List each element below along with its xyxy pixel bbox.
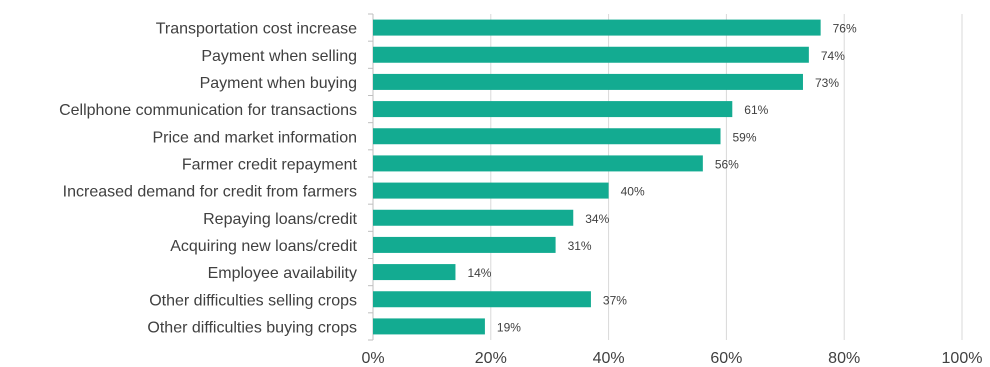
category-label: Transportation cost increase (156, 21, 357, 38)
data-label: 37% (603, 293, 627, 307)
data-label: 59% (733, 130, 757, 144)
bar (373, 128, 721, 145)
category-label: Price and market information (152, 129, 357, 146)
bar (373, 19, 821, 36)
category-label: Payment when selling (201, 48, 357, 65)
data-label: 34% (585, 212, 609, 226)
x-tick-label: 20% (475, 350, 507, 367)
data-label: 76% (833, 22, 857, 36)
bar (373, 46, 809, 63)
x-tick-label: 40% (593, 350, 625, 367)
bar (373, 236, 556, 253)
category-label: Acquiring new loans/credit (170, 238, 357, 255)
x-tick-label: 100% (942, 350, 983, 367)
x-axis-tick-labels: 0% 20% 40% 60% 80% 100% (361, 350, 982, 367)
category-label: Other difficulties selling crops (149, 292, 357, 309)
data-label: 14% (467, 266, 491, 280)
data-label: 73% (815, 76, 839, 90)
category-label: Other difficulties buying crops (147, 319, 357, 336)
bar (373, 101, 733, 118)
gridlines (368, 13, 963, 341)
bar (373, 318, 485, 335)
bar (373, 155, 703, 172)
data-label: 31% (568, 239, 592, 253)
x-tick-label: 60% (710, 350, 742, 367)
bars (373, 19, 821, 335)
data-label: 61% (744, 103, 768, 117)
x-tick-label: 0% (361, 350, 384, 367)
category-label: Increased demand for credit from farmers (63, 184, 357, 201)
bar (373, 209, 574, 226)
data-label: 40% (621, 185, 645, 199)
bar (373, 182, 609, 199)
bar (373, 73, 803, 90)
bar (373, 264, 456, 281)
data-label: 74% (821, 49, 845, 63)
value-labels: 76% 74% 73% 61% 59% 56% 40% 34% 31% 14% 37% 19% (467, 22, 857, 335)
category-label: Cellphone communication for transactions (59, 102, 357, 119)
category-label: Repaying loans/credit (203, 211, 357, 228)
x-tick-label: 80% (828, 350, 860, 367)
category-label: Payment when buying (200, 75, 357, 92)
category-label: Farmer credit repayment (182, 156, 358, 173)
data-label: 19% (497, 320, 521, 334)
category-label: Employee availability (208, 265, 357, 282)
data-label: 56% (715, 157, 739, 171)
category-labels: Transportation cost increase Payment when… (59, 21, 357, 337)
bar (373, 291, 591, 308)
